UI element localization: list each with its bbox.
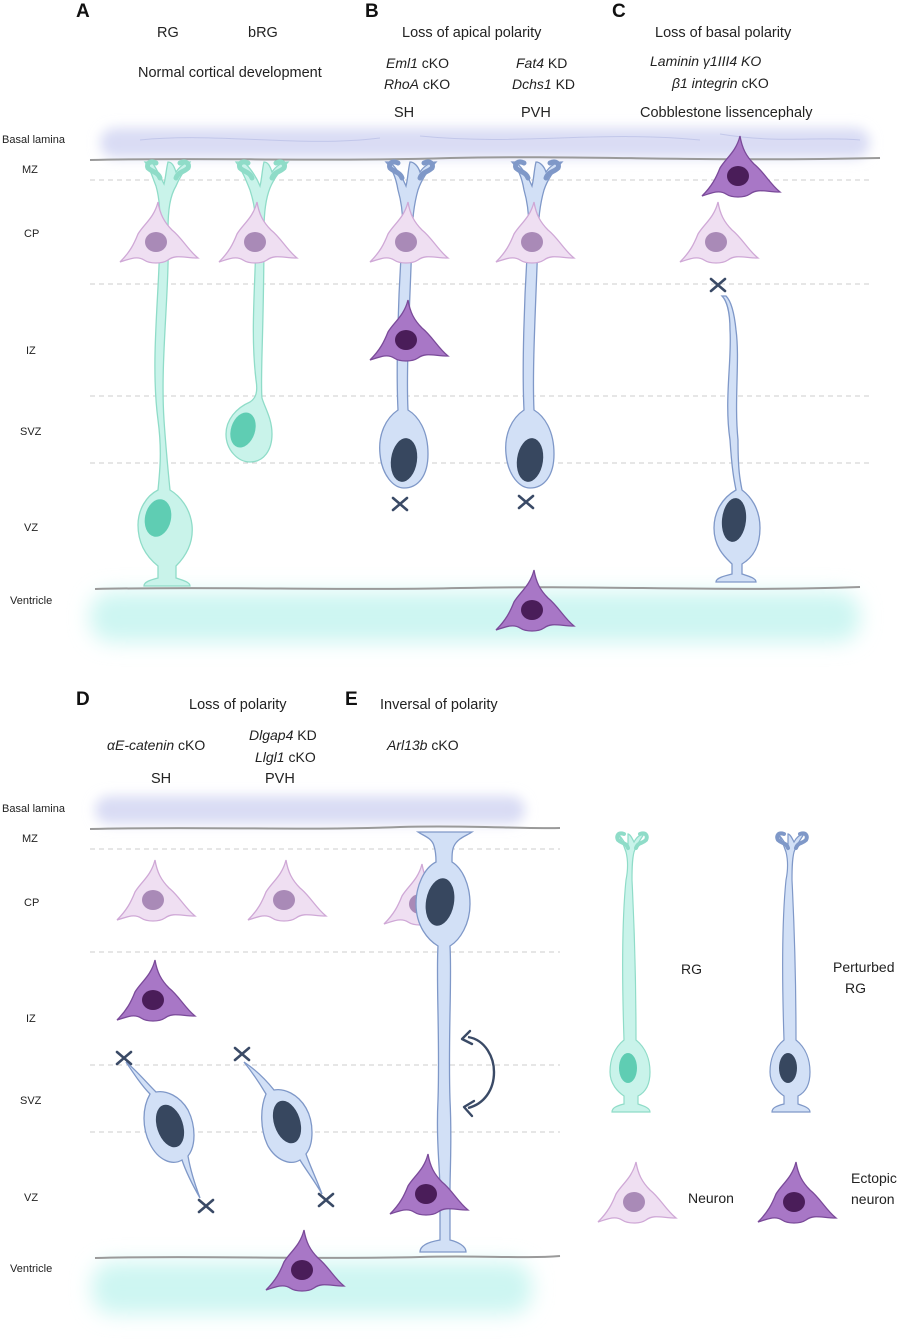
panel-d-gene-llgl1: Llgl1 cKO (255, 749, 316, 765)
x-mark-detached (709, 277, 727, 293)
detached-radial-glia-cell (243, 1061, 323, 1195)
panel-letter-e: E (345, 689, 358, 710)
panel-b-title: Loss of apical polarity (402, 25, 542, 41)
legend-perturbed-rg-cell (769, 831, 811, 1113)
zone-label-vz: VZ (24, 522, 38, 534)
legend-label-neuron: Neuron (688, 1190, 734, 1206)
detached-radial-glia-cell (125, 1061, 201, 1199)
panel-b-phenotype-pvh: PVH (521, 105, 551, 121)
neuron (116, 859, 196, 922)
panel-letter-d: D (76, 689, 90, 710)
panel-c-title: Loss of basal polarity (655, 25, 792, 41)
pial-surface-bottom (89, 825, 561, 830)
zone-boundaries-bottom (90, 848, 560, 1133)
panel-letter-c: C (612, 1, 626, 22)
zone-label-mz: MZ (22, 833, 38, 845)
ventricular-surface-bottom (94, 1255, 561, 1259)
zone-label-svz: SVZ (20, 1095, 42, 1107)
legend-neuron-icon (597, 1161, 677, 1224)
basal-lamina-band-bottom (95, 796, 525, 824)
panel-a-title: Normal cortical development (138, 65, 322, 81)
zone-label-cp: CP (24, 897, 39, 909)
panel-b-gene-dchs1: Dchs1 KD (512, 76, 575, 92)
legend-ectopic-neuron-icon (757, 1161, 837, 1224)
neuron (119, 201, 199, 264)
inverted-radial-glia-cell (415, 831, 475, 1253)
panel-d-gene-catenin: αE-catenin cKO (107, 737, 205, 753)
zone-boundaries-top (90, 179, 870, 464)
zone-label-basal-lamina: Basal lamina (2, 803, 66, 815)
panel-b-gene-fat4: Fat4 KD (516, 55, 567, 71)
x-mark-detached (317, 1192, 335, 1208)
neuron (369, 201, 449, 264)
basal-radial-glia-cell (225, 159, 290, 463)
legend-label-ectopic-2: neuron (851, 1191, 895, 1207)
panel-d-phenotype-sh: SH (151, 771, 171, 787)
legend-label-perturbed-rg-1: Perturbed (833, 959, 894, 975)
zone-label-svz: SVZ (20, 426, 42, 438)
zone-label-vz: VZ (24, 1192, 38, 1204)
legend-label-rg: RG (681, 961, 702, 977)
label-rg-a: RG (157, 25, 179, 41)
panel-b-gene-rhoa: RhoA cKO (384, 76, 450, 92)
perturbed-radial-glia-cell (713, 295, 761, 583)
x-mark-detached (391, 496, 409, 512)
legend-rg-cell (609, 831, 651, 1113)
zone-label-basal-lamina: Basal lamina (2, 134, 66, 146)
inversion-arrow (460, 1029, 496, 1118)
ectopic-neuron (265, 1229, 345, 1292)
x-mark-detached (115, 1050, 133, 1066)
ectopic-neuron (369, 299, 449, 362)
panel-c-phenotype: Cobblestone lissencephaly (640, 105, 813, 121)
panel-b-gene-eml1: Eml1 cKO (386, 55, 449, 71)
zone-label-iz: IZ (26, 1013, 36, 1025)
panel-c-gene-integrin: β1 integrin cKO (671, 75, 769, 91)
x-mark-detached (233, 1046, 251, 1062)
label-brg-a: bRG (248, 25, 278, 41)
x-mark-detached (197, 1198, 215, 1214)
ventricular-surface-top (94, 586, 861, 590)
ectopic-neuron (116, 959, 196, 1022)
panel-letter-a: A (76, 1, 90, 22)
panel-d-phenotype-pvh: PVH (265, 771, 295, 787)
panel-d-gene-dlgap4: Dlgap4 KD (249, 727, 317, 743)
zone-label-ventricle: Ventricle (10, 1263, 52, 1275)
legend-label-perturbed-rg-2: RG (845, 980, 866, 996)
basal-lamina-band-top (100, 128, 870, 158)
legend-label-ectopic-1: Ectopic (851, 1170, 897, 1186)
panel-e-gene-arl13b: Arl13b cKO (386, 737, 459, 753)
zone-label-mz: MZ (22, 164, 38, 176)
panel-e-title: Inversal of polarity (380, 697, 498, 713)
x-mark-detached (517, 494, 535, 510)
ventricle-band-top (90, 592, 860, 642)
panel-b-phenotype-sh: SH (394, 105, 414, 121)
panel-d-title: Loss of polarity (189, 697, 287, 713)
perturbed-radial-glia-cell (505, 159, 564, 489)
zone-label-ventricle: Ventricle (10, 595, 52, 607)
neuron (679, 201, 759, 264)
panel-c-gene-laminin: Laminin γ1III4 KO (650, 53, 761, 69)
panel-letter-b: B (365, 1, 379, 22)
neuron (495, 201, 575, 264)
ectopic-neuron (389, 1153, 469, 1216)
neuron (247, 859, 327, 922)
zone-label-iz: IZ (26, 345, 36, 357)
zone-label-cp: CP (24, 228, 39, 240)
neuron (218, 201, 298, 264)
